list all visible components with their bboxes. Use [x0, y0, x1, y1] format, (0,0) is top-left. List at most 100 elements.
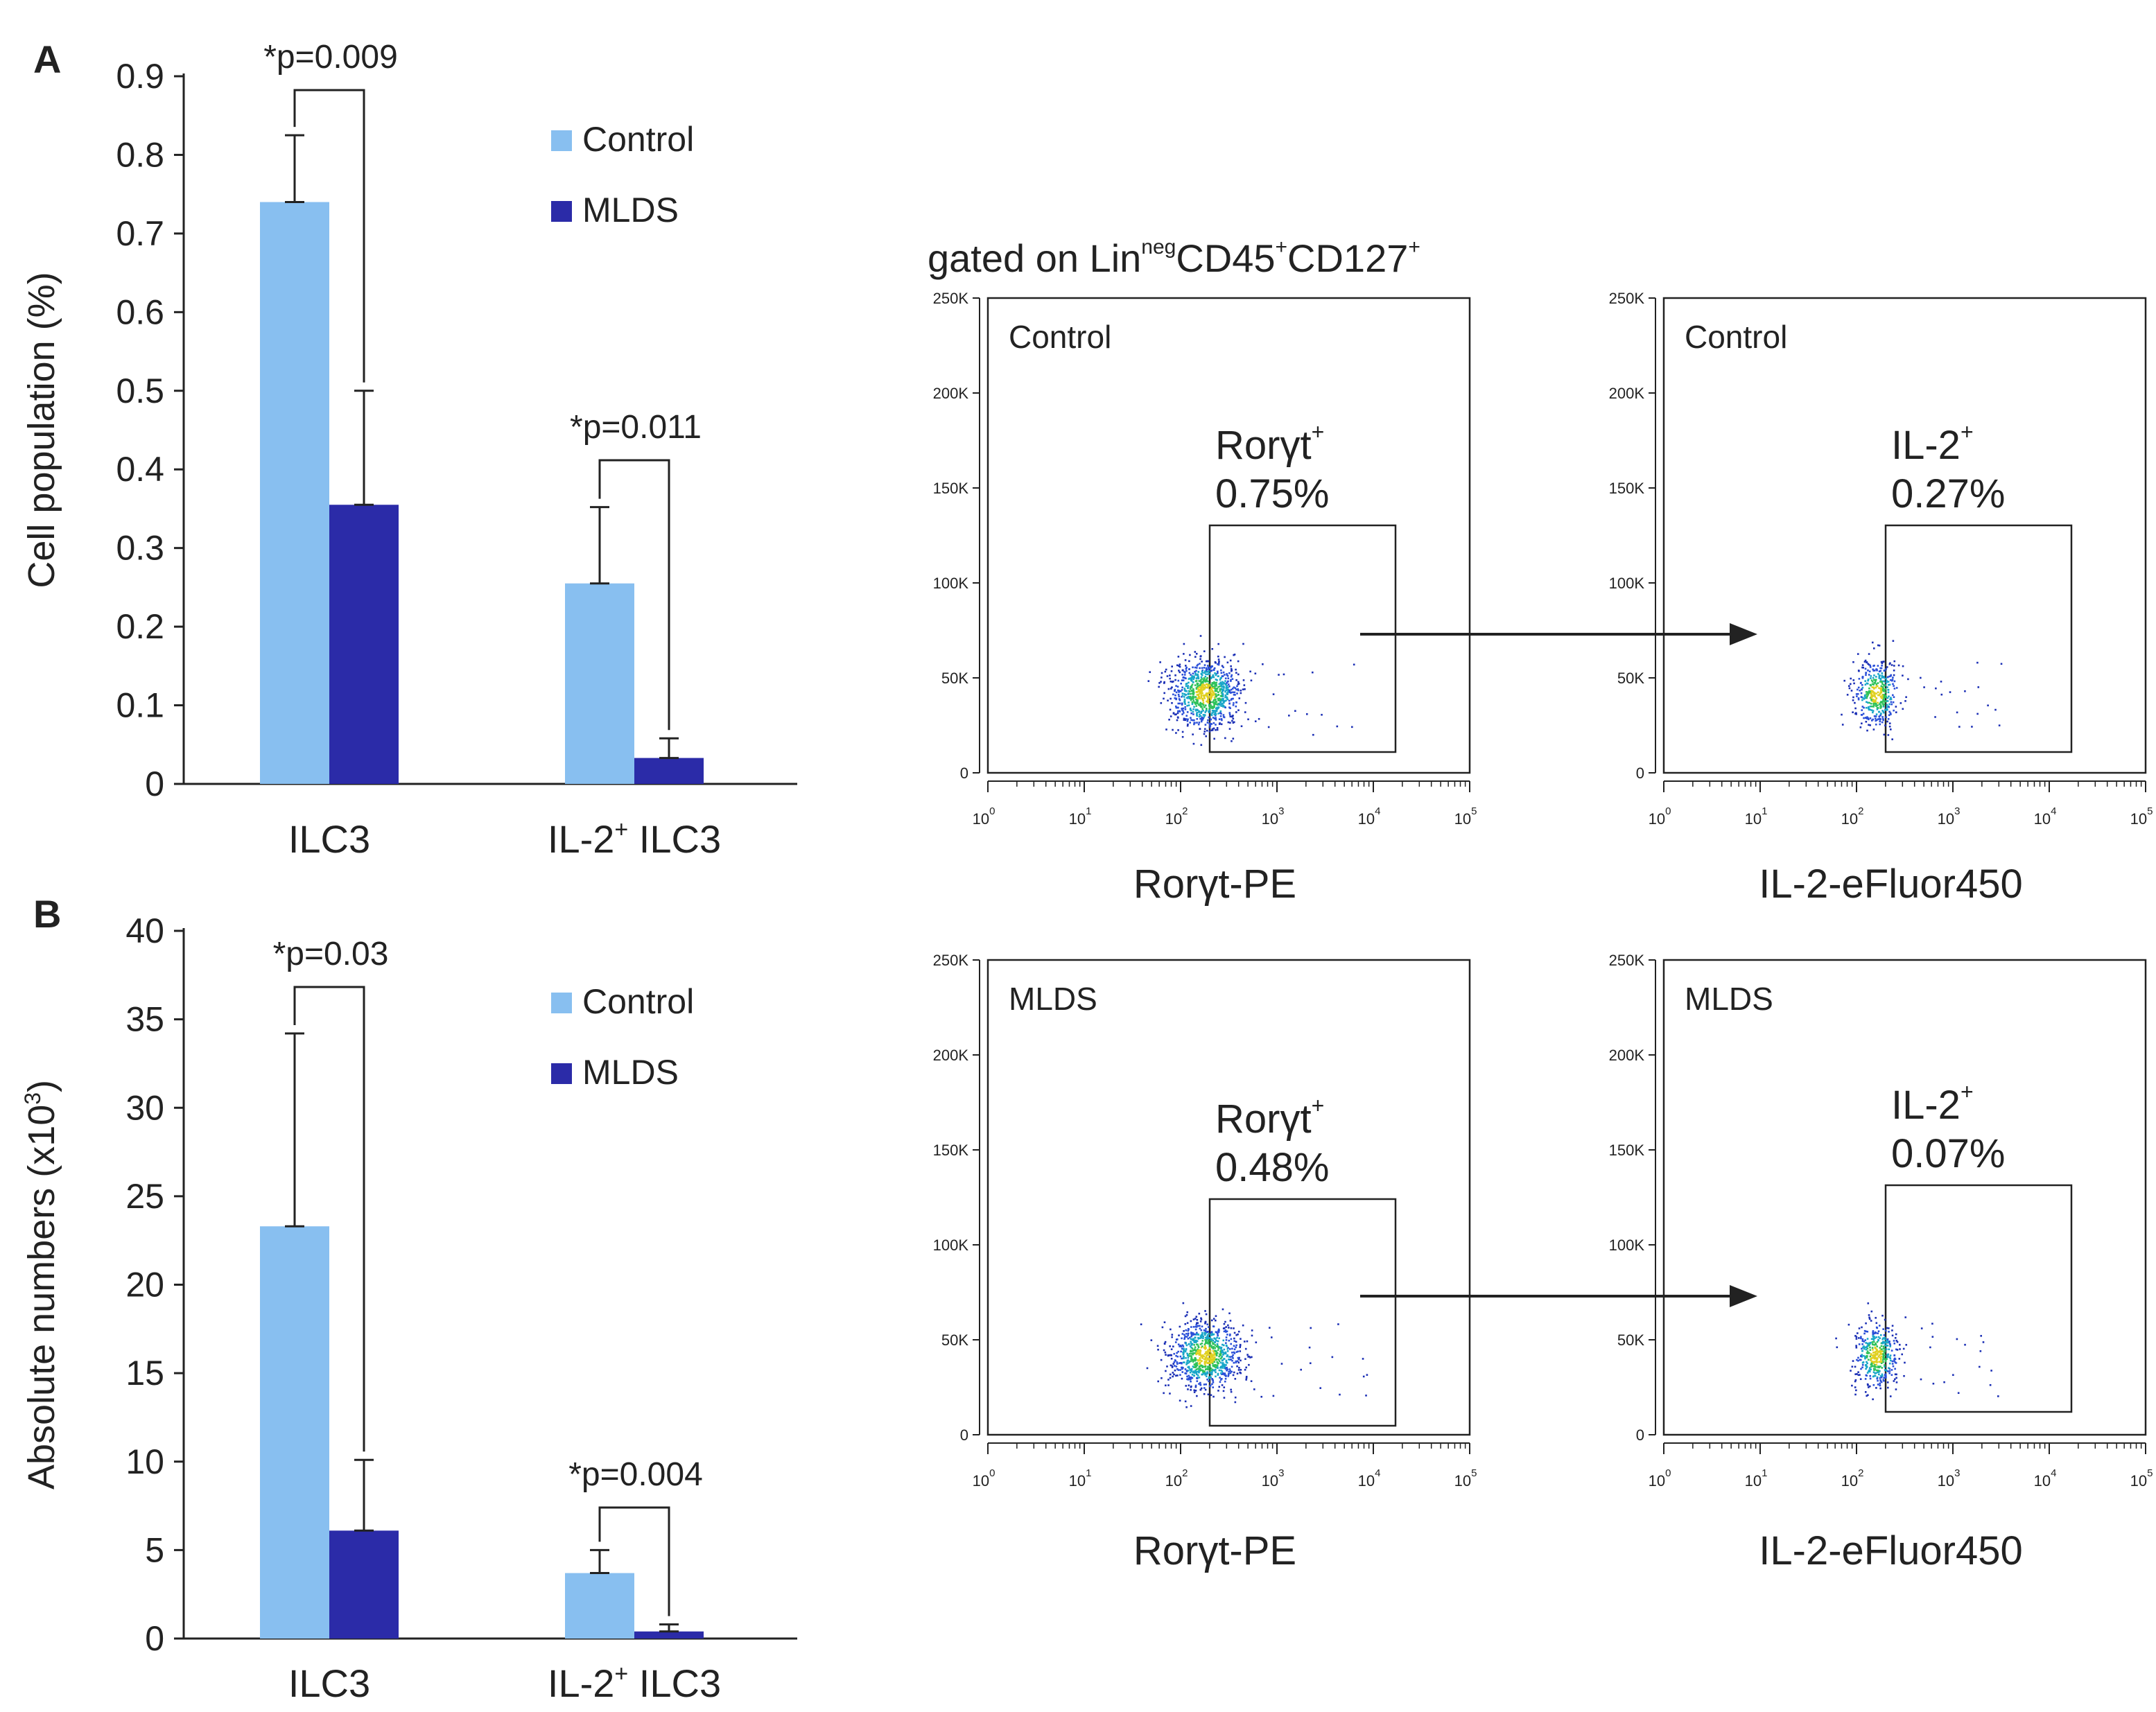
- event-dot: [1878, 1325, 1881, 1327]
- event-dot: [1209, 697, 1211, 699]
- event-dot: [1854, 1379, 1857, 1381]
- event-dot: [1208, 710, 1210, 713]
- event-dot: [1881, 685, 1884, 688]
- event-dot: [1858, 1337, 1860, 1339]
- event-dot: [1165, 1384, 1167, 1387]
- event-dot: [1860, 681, 1862, 684]
- event-dot: [1210, 1361, 1212, 1364]
- event-dot: [1208, 1380, 1210, 1383]
- event-dot: [1212, 1347, 1215, 1350]
- event-dot: [1238, 1367, 1240, 1369]
- event-dot: [1224, 694, 1227, 697]
- event-dot: [1875, 1372, 1877, 1374]
- event-dot: [1857, 1359, 1859, 1362]
- event-dot: [1190, 1355, 1192, 1357]
- event-dot: [1878, 670, 1881, 672]
- event-dot: [1191, 1338, 1194, 1340]
- event-dot: [1190, 689, 1193, 692]
- event-dot: [1206, 676, 1208, 679]
- event-dot: [1181, 1344, 1184, 1347]
- event-dot: [1200, 692, 1202, 695]
- event-dot: [1225, 689, 1227, 692]
- event-dot: [1864, 697, 1867, 699]
- event-dot: [1208, 1337, 1210, 1339]
- event-dot: [1202, 687, 1204, 689]
- event-dot: [1872, 710, 1875, 712]
- event-dot: [1876, 1376, 1879, 1379]
- event-dot: [1198, 1312, 1201, 1315]
- event-dot: [1201, 1345, 1203, 1347]
- significance-bracket: [598, 1506, 670, 1616]
- event-dot: [1228, 706, 1231, 708]
- event-dot: [1231, 697, 1233, 700]
- event-dot: [1331, 1356, 1334, 1359]
- event-dot: [1864, 683, 1867, 686]
- event-dot: [1294, 710, 1296, 712]
- x-tick-label: 105: [1454, 1467, 1477, 1490]
- event-dot: [1893, 1360, 1895, 1363]
- event-dot: [1167, 699, 1169, 701]
- event-dot: [1209, 1343, 1212, 1345]
- event-dot: [1182, 669, 1184, 672]
- event-dot: [1238, 697, 1241, 699]
- event-dot: [1876, 1345, 1879, 1347]
- event-dot: [1221, 1370, 1224, 1372]
- event-dot: [1230, 665, 1232, 667]
- event-dot: [1178, 1334, 1180, 1336]
- event-dot: [1209, 690, 1212, 693]
- event-dot: [1877, 1371, 1879, 1374]
- event-dot: [1228, 728, 1231, 730]
- event-dot: [1883, 697, 1885, 699]
- event-dot: [1237, 1358, 1240, 1361]
- event-dot: [1886, 1327, 1888, 1329]
- event-dot: [1212, 1379, 1214, 1381]
- event-dot: [1188, 1343, 1190, 1345]
- event-dot: [1206, 1375, 1208, 1377]
- event-dot: [1195, 688, 1198, 690]
- event-dot: [1987, 704, 1989, 707]
- event-dot: [1188, 704, 1190, 706]
- event-dot: [1278, 674, 1280, 676]
- event-dot: [1875, 676, 1877, 678]
- event-dot: [1217, 663, 1219, 665]
- event-dot: [1215, 724, 1217, 726]
- event-dot: [1231, 674, 1233, 676]
- event-dot: [1237, 1356, 1240, 1359]
- event-dot: [1204, 687, 1206, 689]
- event-dot: [1210, 1373, 1212, 1376]
- event-dot: [1208, 722, 1210, 725]
- event-dot: [1206, 700, 1208, 703]
- event-dot: [1237, 1350, 1239, 1353]
- event-dot: [1875, 684, 1878, 687]
- event-dot: [1217, 697, 1219, 700]
- event-dot: [1869, 666, 1872, 668]
- event-dot: [1875, 697, 1877, 699]
- event-dot: [1194, 1336, 1197, 1339]
- event-dot: [1190, 1338, 1192, 1340]
- event-dot: [1183, 1349, 1185, 1352]
- event-dot: [1883, 703, 1886, 706]
- event-dot: [1208, 672, 1210, 674]
- event-dot: [1215, 1338, 1217, 1340]
- event-dot: [1194, 1365, 1197, 1367]
- event-dot: [1176, 1374, 1179, 1377]
- event-dot: [1196, 667, 1198, 669]
- event-dot: [1196, 697, 1199, 699]
- event-dot: [1239, 1350, 1242, 1352]
- event-dot: [1233, 686, 1235, 689]
- event-dot: [1197, 674, 1199, 676]
- event-dot: [1204, 1336, 1207, 1339]
- event-dot: [1175, 713, 1177, 715]
- event-dot: [1199, 683, 1201, 685]
- event-dot: [1205, 1338, 1208, 1341]
- event-dot: [1201, 717, 1203, 720]
- event-dot: [1868, 724, 1870, 726]
- event-dot: [1209, 1370, 1211, 1372]
- event-dot: [1889, 1395, 1892, 1397]
- event-dot: [1899, 1348, 1901, 1350]
- event-dot: [1204, 1347, 1206, 1350]
- event-dot: [1194, 672, 1197, 674]
- event-dot: [1225, 1375, 1227, 1377]
- event-dot: [1891, 738, 1893, 740]
- event-dot: [1213, 1352, 1215, 1354]
